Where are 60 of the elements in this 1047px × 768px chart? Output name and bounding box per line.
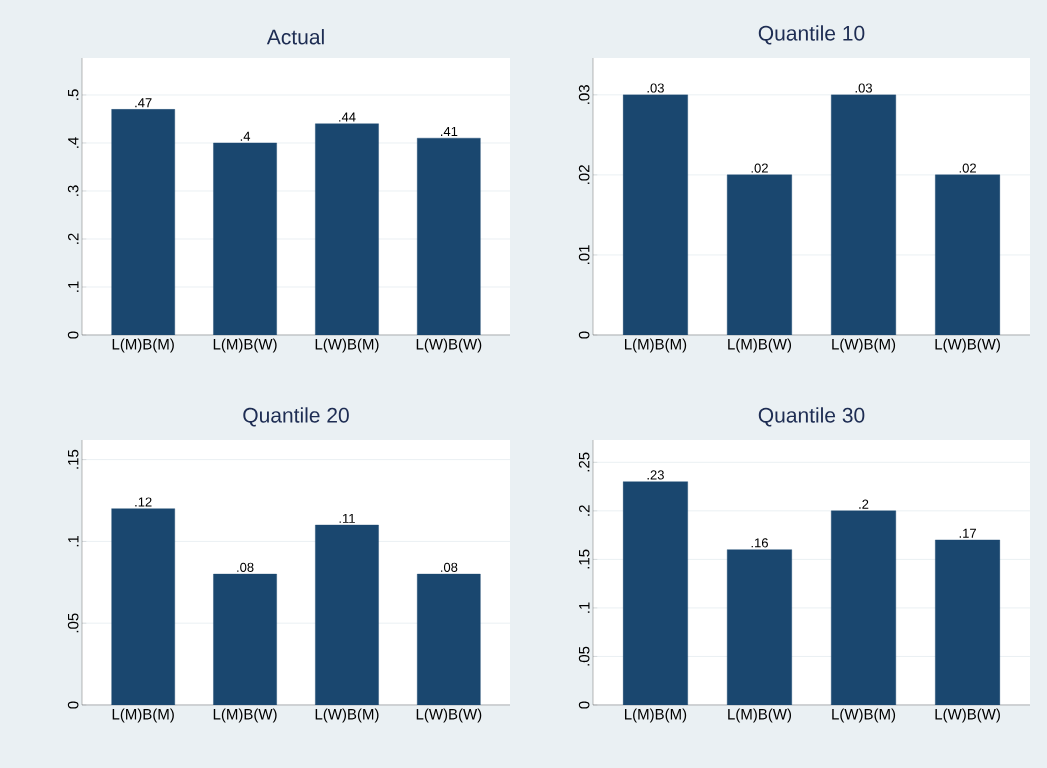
y-tick-label: .05	[578, 646, 590, 666]
data-label: .16	[751, 538, 768, 548]
data-label: .47	[135, 98, 152, 108]
y-tick-label: 0	[578, 701, 590, 709]
y-tick-label: .01	[578, 245, 590, 264]
y-tick-label: .1	[68, 535, 79, 547]
y-tick-label: 0	[578, 331, 590, 339]
data-label: .08	[441, 562, 458, 572]
y-tick-label: 0	[67, 331, 79, 339]
x-tick-label: L(W)B(W)	[935, 338, 1000, 353]
x-tick-label: L(M)B(W)	[213, 708, 277, 723]
x-tick-label: L(W)B(M)	[832, 338, 896, 353]
y-tick-label: .05	[67, 613, 79, 633]
y-tick-label: .25	[578, 452, 590, 472]
y-tick-label: .1	[579, 602, 590, 613]
y-tick-label: .1	[68, 281, 79, 292]
data-label: .2	[859, 499, 869, 509]
data-label: .02	[959, 163, 976, 173]
x-tick-label: L(M)B(M)	[112, 338, 174, 353]
x-tick-label: L(W)B(W)	[935, 708, 1000, 723]
y-tick-label: 0	[67, 701, 79, 709]
x-tick-label: L(M)B(W)	[728, 708, 792, 723]
x-tick-label: L(M)B(M)	[112, 708, 174, 723]
x-tick-label: L(W)B(W)	[416, 338, 482, 353]
data-label: .41	[441, 127, 458, 136]
x-tick-label: L(W)B(W)	[416, 708, 482, 723]
y-tick-label: .2	[579, 505, 590, 516]
x-tick-label: L(W)B(M)	[315, 708, 379, 723]
chart-title: Quantile 10	[758, 25, 865, 45]
y-tick-label: .15	[579, 549, 590, 569]
x-tick-label: L(M)B(M)	[625, 708, 687, 723]
data-label: .02	[751, 163, 768, 173]
data-label: .44	[339, 112, 356, 122]
bar	[727, 549, 792, 705]
y-tick-label: .5	[68, 89, 79, 100]
bar	[622, 481, 688, 705]
chart-title: Actual	[266, 29, 324, 45]
x-tick-label: L(M)B(W)	[728, 338, 792, 353]
data-label: .12	[135, 497, 152, 507]
x-tick-label: L(W)B(M)	[832, 708, 896, 723]
bar	[831, 510, 896, 705]
chart-title: Quantile 30	[758, 407, 865, 427]
y-tick-label: .2	[68, 233, 79, 244]
data-label: .03	[855, 83, 872, 93]
x-tick-label: L(W)B(M)	[315, 338, 379, 353]
data-label: .08	[237, 562, 254, 572]
bar	[935, 539, 1001, 705]
x-tick-label: L(M)B(W)	[213, 338, 277, 353]
data-label: .11	[339, 513, 355, 523]
data-label: .23	[647, 470, 664, 480]
data-label: .17	[959, 528, 976, 538]
y-tick-label: .15	[68, 449, 79, 469]
x-tick-label: L(M)B(M)	[625, 338, 687, 353]
y-tick-label: .03	[578, 85, 590, 104]
data-label: .03	[647, 83, 664, 93]
y-tick-label: .3	[67, 185, 79, 196]
y-tick-label: .4	[68, 137, 79, 148]
chart-title: Quantile 20	[243, 407, 349, 427]
y-tick-label: .02	[578, 165, 590, 184]
data-label: .4	[240, 131, 251, 141]
